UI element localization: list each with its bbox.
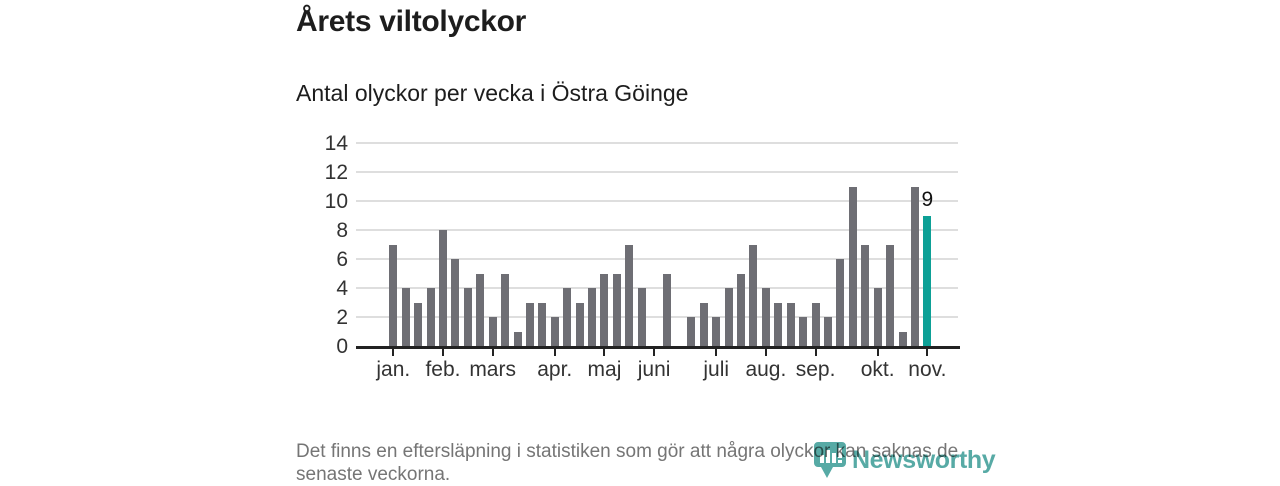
x-tick-apr [553,349,556,356]
highlighted-bar-week-44 [923,215,932,346]
bar-value-label: 9 [921,187,934,211]
bar-week-4 [426,288,435,346]
bar-week-5 [438,230,447,346]
gridline-4 [356,287,958,289]
bar-week-20 [625,244,634,346]
x-tick-label-okt: okt. [860,358,895,381]
gridline-10 [356,200,958,202]
bar-week-10 [501,273,510,346]
bar-week-42 [898,331,907,346]
bar-week-17 [588,288,597,346]
x-tick-label-nov: nov. [908,358,947,381]
bar-week-23 [662,273,671,346]
bar-week-34 [799,317,808,346]
bar-week-28 [724,288,733,346]
bar-week-8 [476,273,485,346]
bar-week-3 [414,302,423,346]
bar-week-18 [600,273,609,346]
bar-week-31 [761,288,770,346]
x-tick-juli [715,349,718,356]
bar-week-1 [389,244,398,346]
gridline-12 [356,171,958,173]
bar-week-29 [737,273,746,346]
x-tick-label-jan: jan. [376,358,411,381]
bar-week-39 [861,244,870,346]
bar-week-9 [488,317,497,346]
x-tick-mars [491,349,494,356]
x-tick-label-aug: aug. [745,358,787,381]
bar-week-16 [575,302,584,346]
chart-title: Årets viltolyckor [296,5,526,38]
bar-week-15 [563,288,572,346]
bar-week-13 [538,302,547,346]
x-tick-jan [392,349,395,356]
y-tick-label-10: 10 [324,190,348,213]
bar-chart-plot: 0 2 4 6 8 10 12 14 jan. feb. mars apr. maj juni juli a… [325,133,960,381]
x-tick-nov [926,349,929,356]
x-tick-maj [603,349,606,356]
y-tick-label-2: 2 [336,306,348,329]
y-tick-label-12: 12 [324,161,348,184]
bar-week-37 [836,259,845,346]
bar-week-40 [873,288,882,346]
bar-week-30 [749,244,758,346]
x-tick-label-apr: apr. [537,358,573,381]
y-tick-label-8: 8 [336,219,348,242]
footer-note-line2: senaste veckorna. [296,464,451,485]
x-tick-label-juni: juni [637,358,671,381]
bar-week-36 [824,317,832,346]
bar-week-14 [550,317,559,346]
x-tick-aug [764,349,767,356]
y-tick-label-4: 4 [336,277,348,300]
x-tick-label-juli: juli [703,358,730,381]
x-axis-line [356,346,960,349]
footer-note-line1: Det finns en eftersläpning i statistiken… [296,441,959,462]
bar-week-19 [612,273,621,346]
newsworthy-logo-text: Newsworthy [852,445,996,474]
x-tick-okt [876,349,879,356]
chart-subtitle: Antal olyckor per vecka i Östra Göinge [296,80,689,106]
bar-week-27 [712,317,721,346]
bar-week-38 [848,186,857,346]
gridline-2 [356,316,958,318]
bar-week-2 [401,288,410,346]
x-tick-feb [441,349,444,356]
x-tick-label-sep: sep. [795,358,836,381]
y-tick-label-0: 0 [336,335,348,358]
y-tick-label-14: 14 [324,132,348,155]
bar-week-33 [786,302,795,346]
gridline-14 [356,142,958,144]
x-tick-sep [814,349,817,356]
gridline-8 [356,229,958,231]
bar-week-11 [513,331,522,346]
bar-week-12 [525,302,534,346]
bar-week-32 [774,302,783,346]
gridline-6 [356,258,958,260]
bar-week-25 [687,317,696,346]
x-tick-label-mars: mars [469,358,516,381]
bar-week-35 [811,302,820,346]
x-tick-label-feb: feb. [425,358,461,381]
bar-week-7 [463,288,472,346]
y-tick-label-6: 6 [336,248,348,271]
bar-week-43 [910,186,919,346]
bar-week-26 [699,302,708,346]
newsworthy-logo: Newsworthy [813,441,996,479]
bar-week-41 [886,244,895,346]
bar-week-6 [451,259,460,346]
newsworthy-pin-barchart-icon [814,442,846,478]
x-tick-label-maj: maj [587,358,622,381]
bar-week-21 [637,288,646,346]
x-tick-juni [653,349,656,356]
